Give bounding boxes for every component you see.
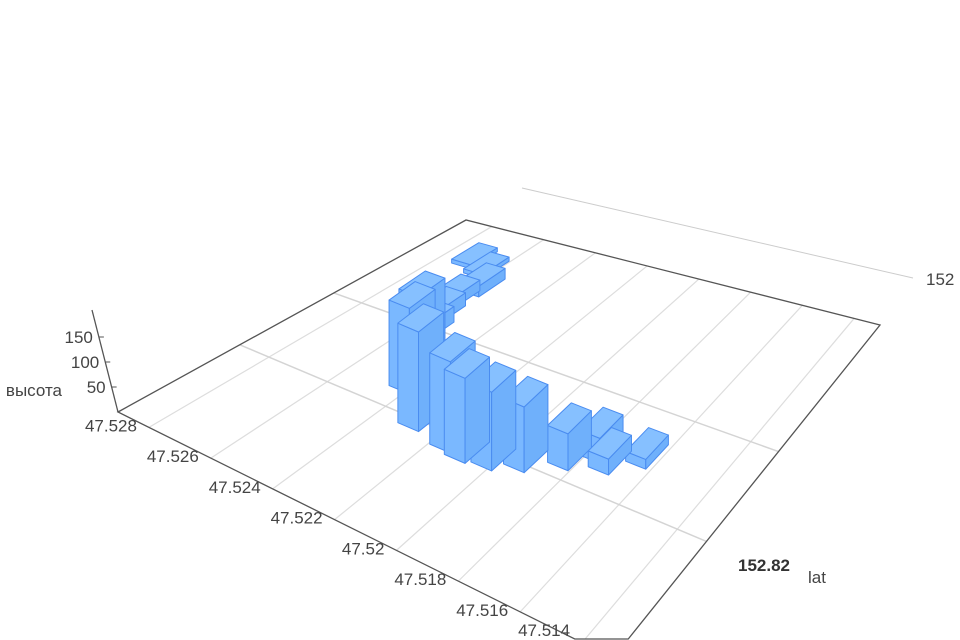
- x-tick-label: 47.528: [85, 416, 137, 435]
- x-tick-label: 47.52: [342, 539, 385, 558]
- x-tick-label: 47.522: [271, 509, 323, 528]
- bar-top-face: [443, 348, 491, 379]
- grid-line: [148, 226, 493, 428]
- grid-line: [584, 318, 855, 640]
- bar-top-face: [451, 242, 498, 266]
- z-axis-label: высота: [6, 381, 63, 400]
- bar: [547, 402, 592, 472]
- y-tick-label: 152.82: [738, 556, 790, 575]
- bar-top-face: [587, 427, 632, 460]
- x-tick-label: 47.514: [518, 621, 570, 640]
- z-tick-label: 150: [65, 328, 93, 347]
- far-grid-line: [521, 187, 914, 279]
- z-tick-label: 100: [71, 353, 99, 372]
- floor-border: [116, 219, 882, 640]
- bar: [587, 427, 632, 476]
- bar-top-face: [547, 402, 592, 435]
- z-axis-line: [91, 309, 119, 413]
- y-tick-label-far: 152: [926, 270, 954, 289]
- x-tick-label: 47.516: [456, 601, 508, 620]
- bar: [443, 348, 491, 464]
- bar-front-face: [443, 368, 466, 464]
- grid-line: [519, 304, 803, 613]
- x-tick-label: 47.518: [394, 570, 446, 589]
- bar-top-face: [625, 427, 669, 460]
- bar-top-face: [397, 303, 445, 333]
- bar-front-face: [397, 322, 420, 433]
- z-tick-label: 50: [87, 378, 106, 397]
- x-tick-label: 47.524: [209, 478, 261, 497]
- bar-top-face: [388, 281, 436, 309]
- bar-top-face: [429, 331, 476, 363]
- bars-group: [388, 242, 669, 476]
- y-axis-label: lat: [808, 568, 826, 587]
- x-tick-label: 47.526: [147, 447, 199, 466]
- bar: [625, 427, 669, 470]
- axes: 50 100 150 высота 47.528 47.526 47.524 47.522…: [6, 187, 954, 640]
